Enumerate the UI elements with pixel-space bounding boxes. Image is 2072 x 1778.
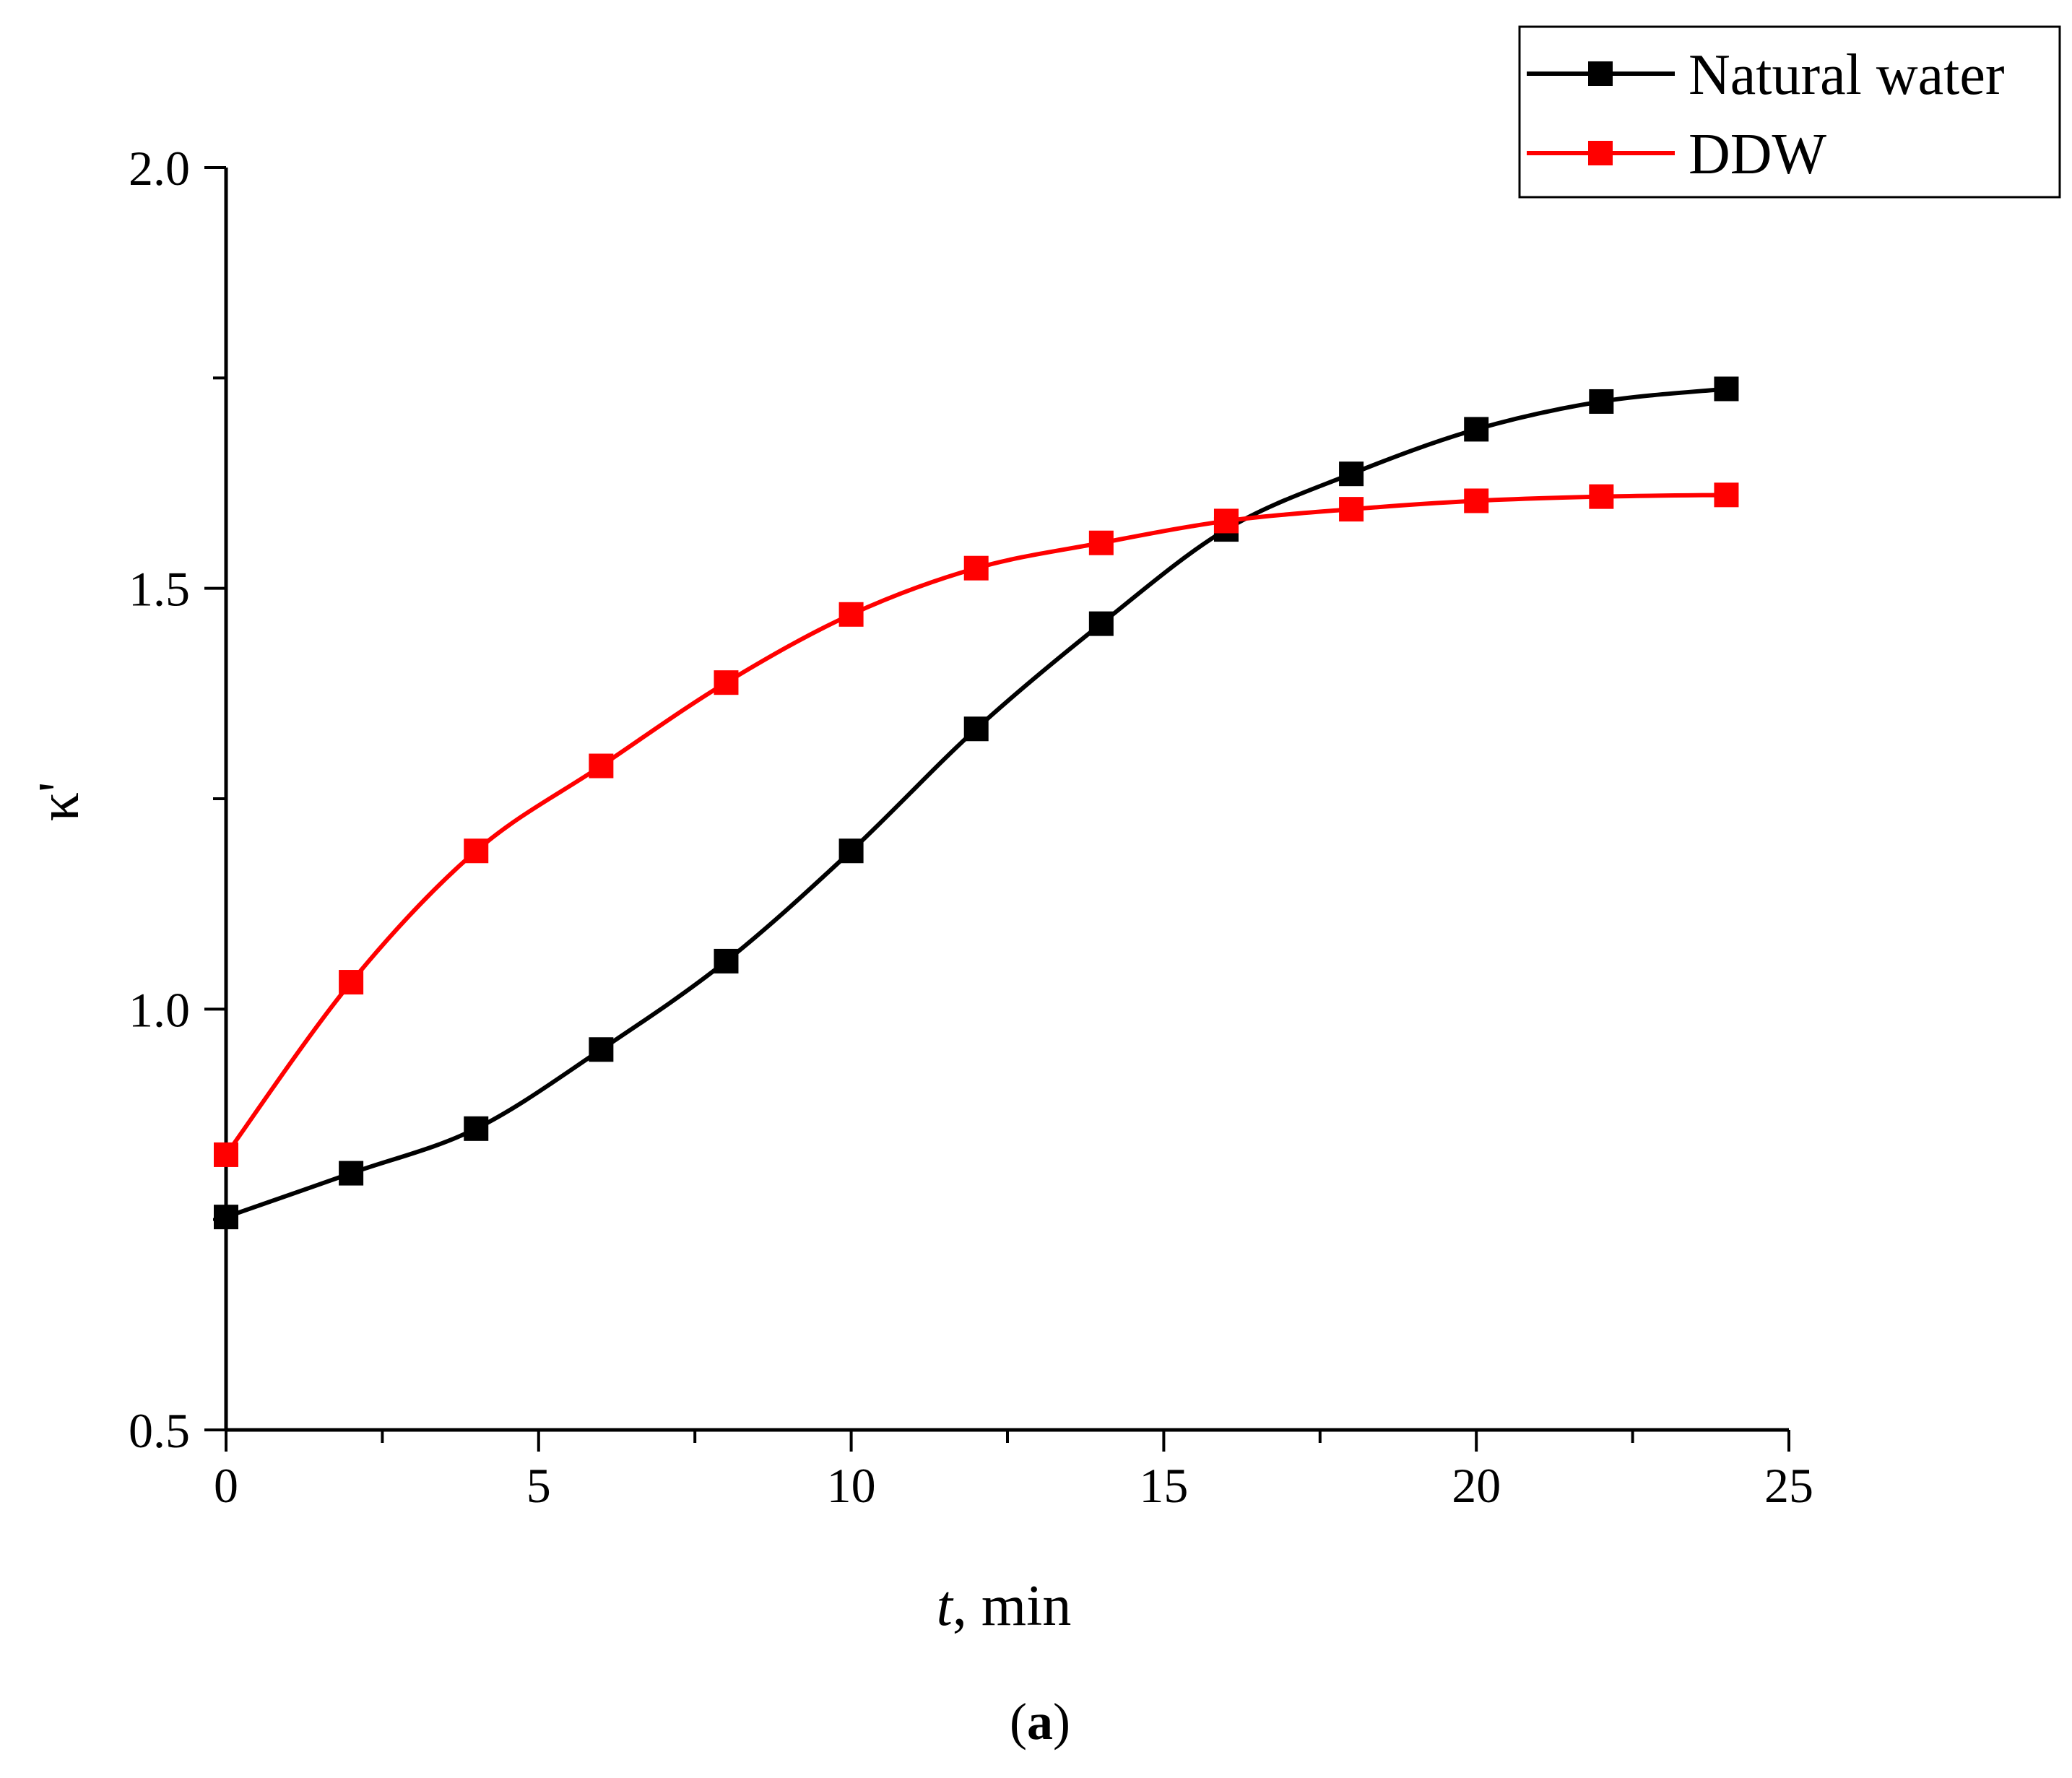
y-tick-label: 1.5 [129, 562, 190, 617]
data-point-ddw [214, 1142, 238, 1167]
x-axis-title-italic: t [937, 1574, 954, 1638]
data-point-natural-water [339, 1161, 364, 1186]
legend-box [1518, 25, 2061, 199]
data-point-natural-water [714, 948, 739, 973]
x-axis-title: t, min [937, 1574, 1072, 1638]
y-tick-label: 1.0 [129, 982, 190, 1037]
data-point-ddw [1714, 482, 1739, 508]
y-tick-label: 0.5 [129, 1403, 190, 1458]
data-point-natural-water [464, 1116, 489, 1141]
y-axis-title: κ' [27, 782, 91, 822]
data-point-ddw [1213, 508, 1239, 534]
x-tick-label: 5 [526, 1458, 551, 1513]
x-tick-label: 25 [1764, 1458, 1813, 1513]
data-point-natural-water [963, 716, 989, 742]
legend-label-natural-water: Natural water [1689, 43, 2005, 107]
legend-marker-ddw [1588, 141, 1613, 165]
data-point-natural-water [589, 1037, 614, 1062]
data-point-ddw [838, 602, 864, 627]
data-point-natural-water [1464, 417, 1489, 442]
figure-caption: (a) [1010, 1693, 1070, 1751]
x-tick-label: 10 [827, 1458, 876, 1513]
legend-marker-natural-water [1588, 61, 1613, 86]
series-line-natural-water [225, 386, 1727, 1220]
data-point-ddw [1589, 484, 1614, 509]
x-tick-label: 0 [214, 1458, 238, 1513]
data-point-natural-water [214, 1205, 238, 1230]
data-point-ddw [963, 555, 989, 581]
series-layer [214, 376, 1739, 1230]
data-point-ddw [589, 753, 614, 779]
y-tick-label: 2.0 [129, 141, 190, 196]
data-point-natural-water [838, 838, 864, 864]
axes-layer: 0 5 10 15 20 25 0.5 1.0 1.5 2.0 [129, 141, 1813, 1513]
data-point-ddw [339, 970, 364, 995]
data-point-ddw [1339, 497, 1364, 522]
data-point-ddw [714, 670, 739, 695]
legend-label-ddw: DDW [1689, 123, 1827, 186]
data-point-natural-water [1589, 389, 1614, 414]
data-point-ddw [464, 838, 489, 864]
x-tick-label: 20 [1452, 1458, 1501, 1513]
data-point-ddw [1088, 530, 1114, 555]
series-line-ddw [224, 493, 1727, 1156]
data-point-ddw [1464, 488, 1489, 513]
data-point-natural-water [1714, 376, 1739, 402]
data-point-natural-water [1339, 461, 1364, 487]
x-axis-title-rest: , min [953, 1574, 1071, 1638]
x-tick-label: 15 [1139, 1458, 1188, 1513]
legend: Natural water DDW [1518, 25, 2061, 199]
figure-caption-letter: a [1027, 1693, 1053, 1751]
data-point-natural-water [1088, 611, 1114, 636]
